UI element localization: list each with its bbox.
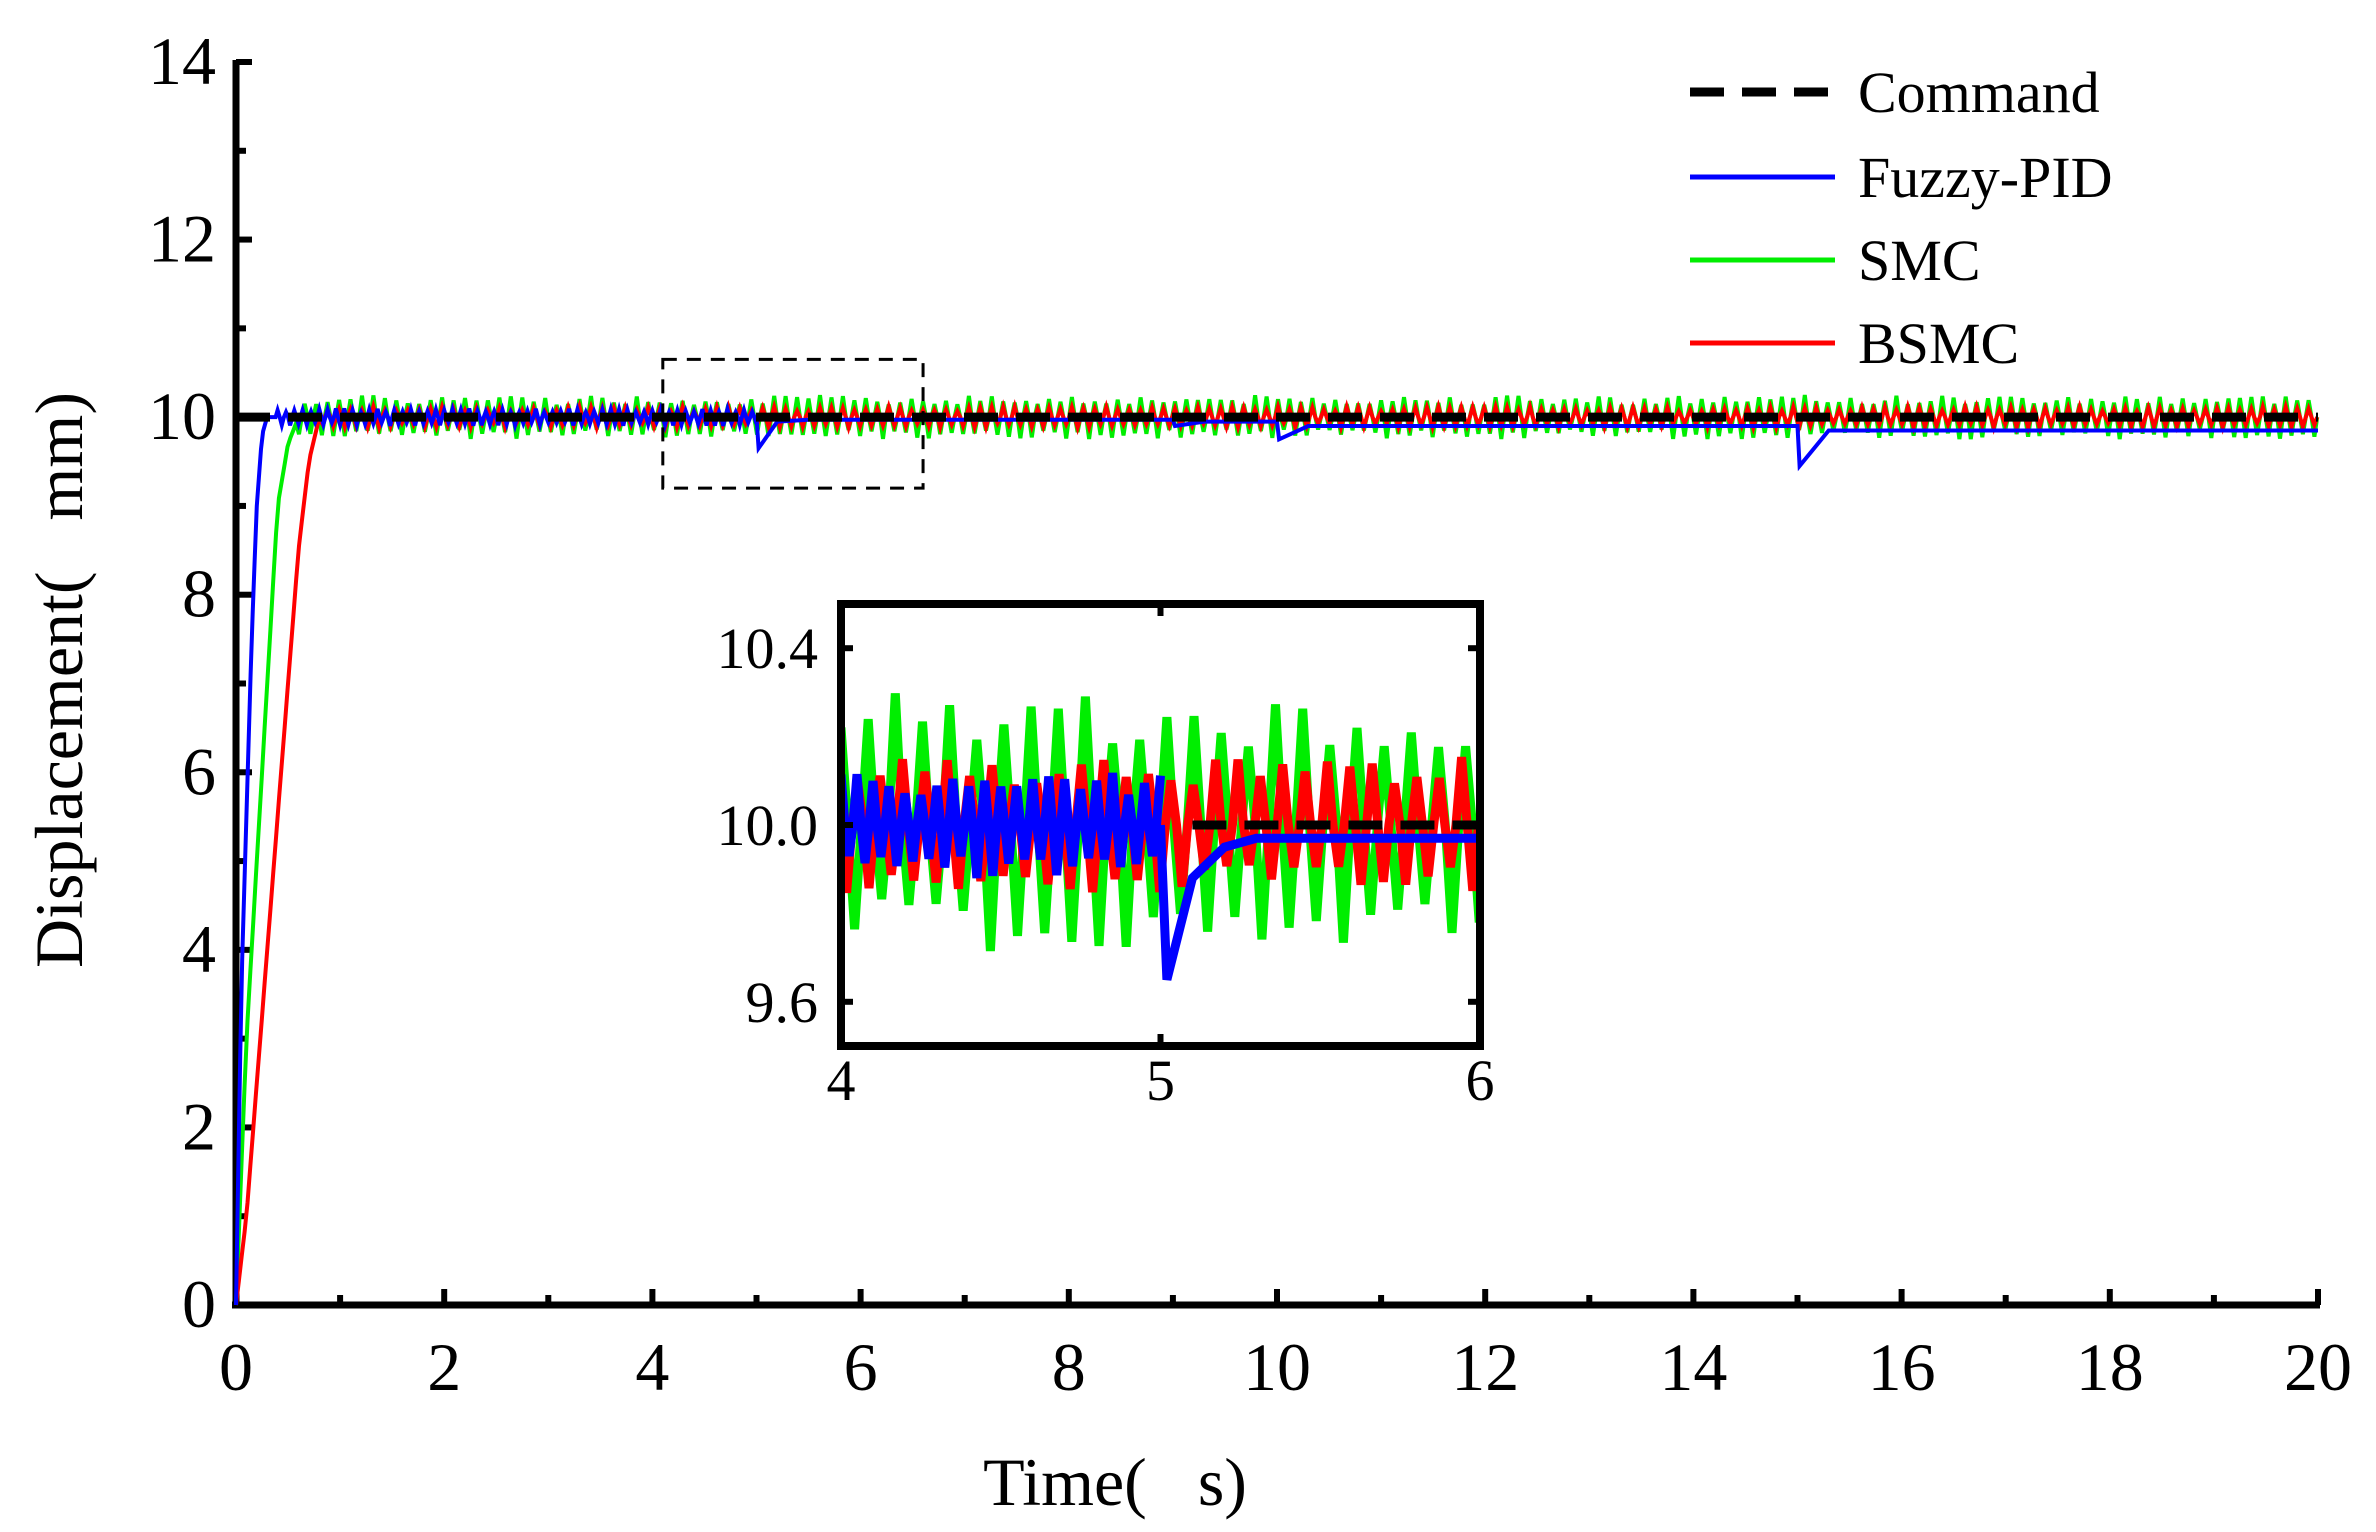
inset-x-tick-label: 6 — [1466, 1048, 1495, 1113]
y-tick-label: 0 — [182, 1266, 216, 1342]
inset-series-fuzzy-pid-early — [841, 772, 1165, 879]
series-fuzzy-pid-early — [234, 401, 759, 1306]
inset-series-fuzzy-pid-late — [1156, 824, 1480, 981]
inset-y-tick-label: 9.6 — [746, 970, 819, 1035]
y-tick-label: 2 — [182, 1088, 216, 1164]
y-axis-label: Displacement( mm) — [21, 392, 97, 968]
legend-label-command: Command — [1858, 60, 2100, 125]
main-tick-labels: 0 2 4 6 8 10 12 14 16 18 20 0 2 4 6 8 10 12 14 — [148, 23, 2352, 1405]
inset-series — [841, 693, 1480, 981]
x-tick-label: 20 — [2284, 1329, 2352, 1405]
inset-y-tick-label: 10.0 — [717, 793, 819, 858]
x-tick-label: 0 — [219, 1329, 253, 1405]
y-tick-label: 4 — [182, 911, 216, 987]
y-tick-label: 12 — [148, 201, 216, 277]
zoom-box — [661, 357, 925, 490]
inset-ticks — [838, 604, 1483, 1046]
inset-tick-labels: 4 5 6 9.6 10.0 10.4 — [717, 616, 1495, 1113]
y-tick-label: 10 — [148, 378, 216, 454]
x-tick-label: 6 — [844, 1329, 878, 1405]
y-tick-label: 6 — [182, 733, 216, 809]
x-tick-label: 10 — [1243, 1329, 1311, 1405]
y-tick-label: 14 — [148, 23, 216, 99]
inset-x-tick-label: 5 — [1146, 1048, 1175, 1113]
main-series — [234, 394, 2320, 1306]
x-tick-label: 16 — [1868, 1329, 1936, 1405]
legend-label-bsmc: BSMC — [1858, 311, 2019, 376]
x-tick-label: 14 — [1659, 1329, 1727, 1405]
x-tick-label: 12 — [1451, 1329, 1519, 1405]
x-tick-label: 18 — [2076, 1329, 2144, 1405]
legend-label-smc: SMC — [1858, 228, 1981, 293]
y-tick-label: 8 — [182, 556, 216, 632]
x-tick-label: 8 — [1052, 1329, 1086, 1405]
legend: Command Fuzzy-PID SMC BSMC — [1690, 60, 2113, 376]
x-tick-label: 4 — [635, 1329, 669, 1405]
inset-x-tick-label: 4 — [827, 1048, 856, 1113]
legend-label-fuzzy-pid: Fuzzy-PID — [1858, 145, 2113, 210]
x-tick-label: 2 — [427, 1329, 461, 1405]
inset: 4 5 6 9.6 10.0 10.4 — [717, 600, 1495, 1113]
inset-y-tick-label: 10.4 — [717, 616, 819, 681]
x-axis-label: Time( s) — [983, 1444, 1247, 1520]
